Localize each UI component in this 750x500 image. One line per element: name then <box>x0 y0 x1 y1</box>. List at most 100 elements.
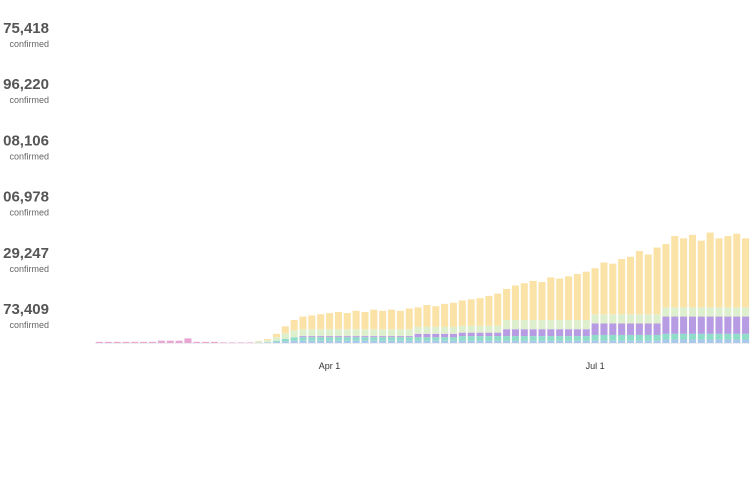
bar-segment <box>573 320 581 330</box>
bar-segment <box>281 333 289 339</box>
bar-segment <box>396 340 404 343</box>
bar-segment <box>432 337 440 341</box>
bar-segment <box>565 276 573 320</box>
bar-segment <box>476 336 484 341</box>
bar-segment <box>467 299 475 326</box>
bar-segment <box>494 325 502 333</box>
bar-segment <box>219 342 227 343</box>
bar-segment <box>476 340 484 343</box>
bar-segment <box>104 341 112 343</box>
bar-segment <box>432 306 440 327</box>
bar-segment <box>458 325 466 333</box>
stat-label: confirmed <box>9 208 49 218</box>
bar-segment <box>396 329 404 337</box>
bar-segment <box>343 336 351 338</box>
bar-segment <box>449 326 458 334</box>
bar-segment <box>432 326 440 334</box>
bar-segment <box>405 337 413 341</box>
bar-segment <box>733 233 741 308</box>
bar-segment <box>653 323 661 335</box>
bar-segment <box>290 337 298 341</box>
bar-segment <box>379 336 387 338</box>
bar-segment <box>387 337 396 341</box>
bar-segment <box>95 341 103 343</box>
bar-segment <box>299 340 307 343</box>
bar-segment <box>573 340 581 343</box>
bar-segment <box>432 340 440 343</box>
bar-segment <box>317 336 325 338</box>
bar-segment <box>511 285 519 320</box>
bar-segment <box>476 332 484 337</box>
bar-segment <box>352 337 360 341</box>
bar-segment <box>662 339 670 343</box>
bar-segment <box>609 314 617 324</box>
bar-segment <box>529 320 537 330</box>
bar-segment <box>618 340 626 343</box>
bar-segment <box>680 333 688 340</box>
bar-segment <box>591 323 599 335</box>
bar-segment <box>609 323 617 335</box>
bar-segment <box>626 256 635 315</box>
bar-segment <box>405 329 413 337</box>
bar-segment <box>467 336 475 341</box>
bar-segment <box>680 307 688 317</box>
bar-segment <box>264 342 272 343</box>
bar-segment <box>396 310 404 330</box>
bar-segment <box>361 337 369 341</box>
bar-segment <box>352 310 360 330</box>
bar-segment <box>618 314 626 324</box>
bar-segment <box>556 336 564 341</box>
bar-segment <box>379 340 387 343</box>
bar-segment <box>361 311 369 330</box>
bar-segment <box>326 337 334 341</box>
bar-segment <box>423 326 431 334</box>
bar-segment <box>706 307 714 317</box>
bar-segment <box>644 334 652 341</box>
bar-segment <box>635 323 643 335</box>
bar-segment <box>662 333 670 340</box>
bar-segment <box>724 307 732 317</box>
bar-segment <box>520 320 528 330</box>
bar-segment <box>476 298 484 326</box>
bar-segment <box>618 323 626 335</box>
bar-segment <box>618 334 626 341</box>
stat-value: 73,409 <box>3 301 49 318</box>
bar-segment <box>299 336 307 338</box>
bar-segment <box>272 337 280 341</box>
bar-segment <box>370 309 378 330</box>
bar-segment <box>680 339 688 343</box>
bar-segment <box>308 337 316 341</box>
bar-segment <box>600 340 608 343</box>
bar-segment <box>511 329 519 337</box>
bar-segment <box>644 314 652 324</box>
bar-segment <box>449 340 458 343</box>
bar-segment <box>494 332 502 337</box>
bar-segment <box>688 333 697 340</box>
bar-segment <box>441 326 449 334</box>
bar-segment <box>671 316 679 334</box>
bar-segment <box>494 336 502 341</box>
bar-segment <box>715 316 723 334</box>
bar-segment <box>538 340 546 343</box>
bar-segment <box>175 340 183 343</box>
bar-segment <box>272 341 280 343</box>
bar-segment <box>671 236 679 308</box>
bar-segment <box>671 339 679 343</box>
bar-segment <box>688 339 697 343</box>
bar-segment <box>591 268 599 315</box>
bar-segment <box>334 340 342 343</box>
bar-segment <box>556 340 564 343</box>
bar-segment <box>441 340 449 343</box>
bar-segment <box>653 314 661 324</box>
bar-segment <box>379 337 387 341</box>
bar-segment <box>671 333 679 340</box>
bar-segment <box>458 300 466 326</box>
bar-segment <box>697 316 705 334</box>
bar-segment <box>317 340 325 343</box>
bar-segment <box>715 339 723 343</box>
stat-label: confirmed <box>9 151 49 161</box>
bar-segment <box>423 337 431 341</box>
bar-segment <box>387 336 396 338</box>
bar-segment <box>441 303 449 327</box>
